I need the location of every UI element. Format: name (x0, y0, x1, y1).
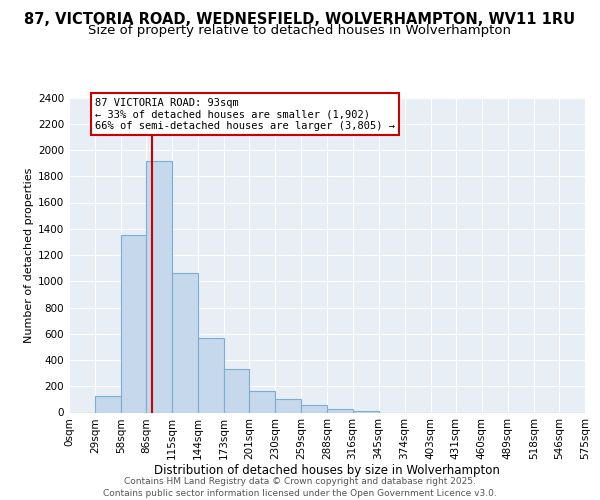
Bar (301, 404, 328, 412)
Bar (198, 338, 224, 412)
Bar (353, 411, 379, 412)
Bar (224, 368, 250, 412)
Bar (328, 408, 353, 412)
Bar (95, 396, 121, 412)
Y-axis label: Number of detached properties: Number of detached properties (24, 168, 34, 342)
Text: Contains HM Land Registry data © Crown copyright and database right 2025.
Contai: Contains HM Land Registry data © Crown c… (103, 476, 497, 498)
Bar (172, 274, 198, 412)
Text: 87, VICTORIA ROAD, WEDNESFIELD, WOLVERHAMPTON, WV11 1RU: 87, VICTORIA ROAD, WEDNESFIELD, WOLVERHA… (25, 12, 575, 28)
Bar (121, 236, 146, 412)
X-axis label: Distribution of detached houses by size in Wolverhampton: Distribution of detached houses by size … (154, 464, 500, 476)
Bar (250, 391, 275, 412)
Text: 87 VICTORIA ROAD: 93sqm
← 33% of detached houses are smaller (1,902)
66% of semi: 87 VICTORIA ROAD: 93sqm ← 33% of detache… (95, 98, 395, 130)
Text: Size of property relative to detached houses in Wolverhampton: Size of property relative to detached ho… (89, 24, 511, 37)
Bar (146, 160, 172, 412)
Bar (275, 398, 301, 412)
